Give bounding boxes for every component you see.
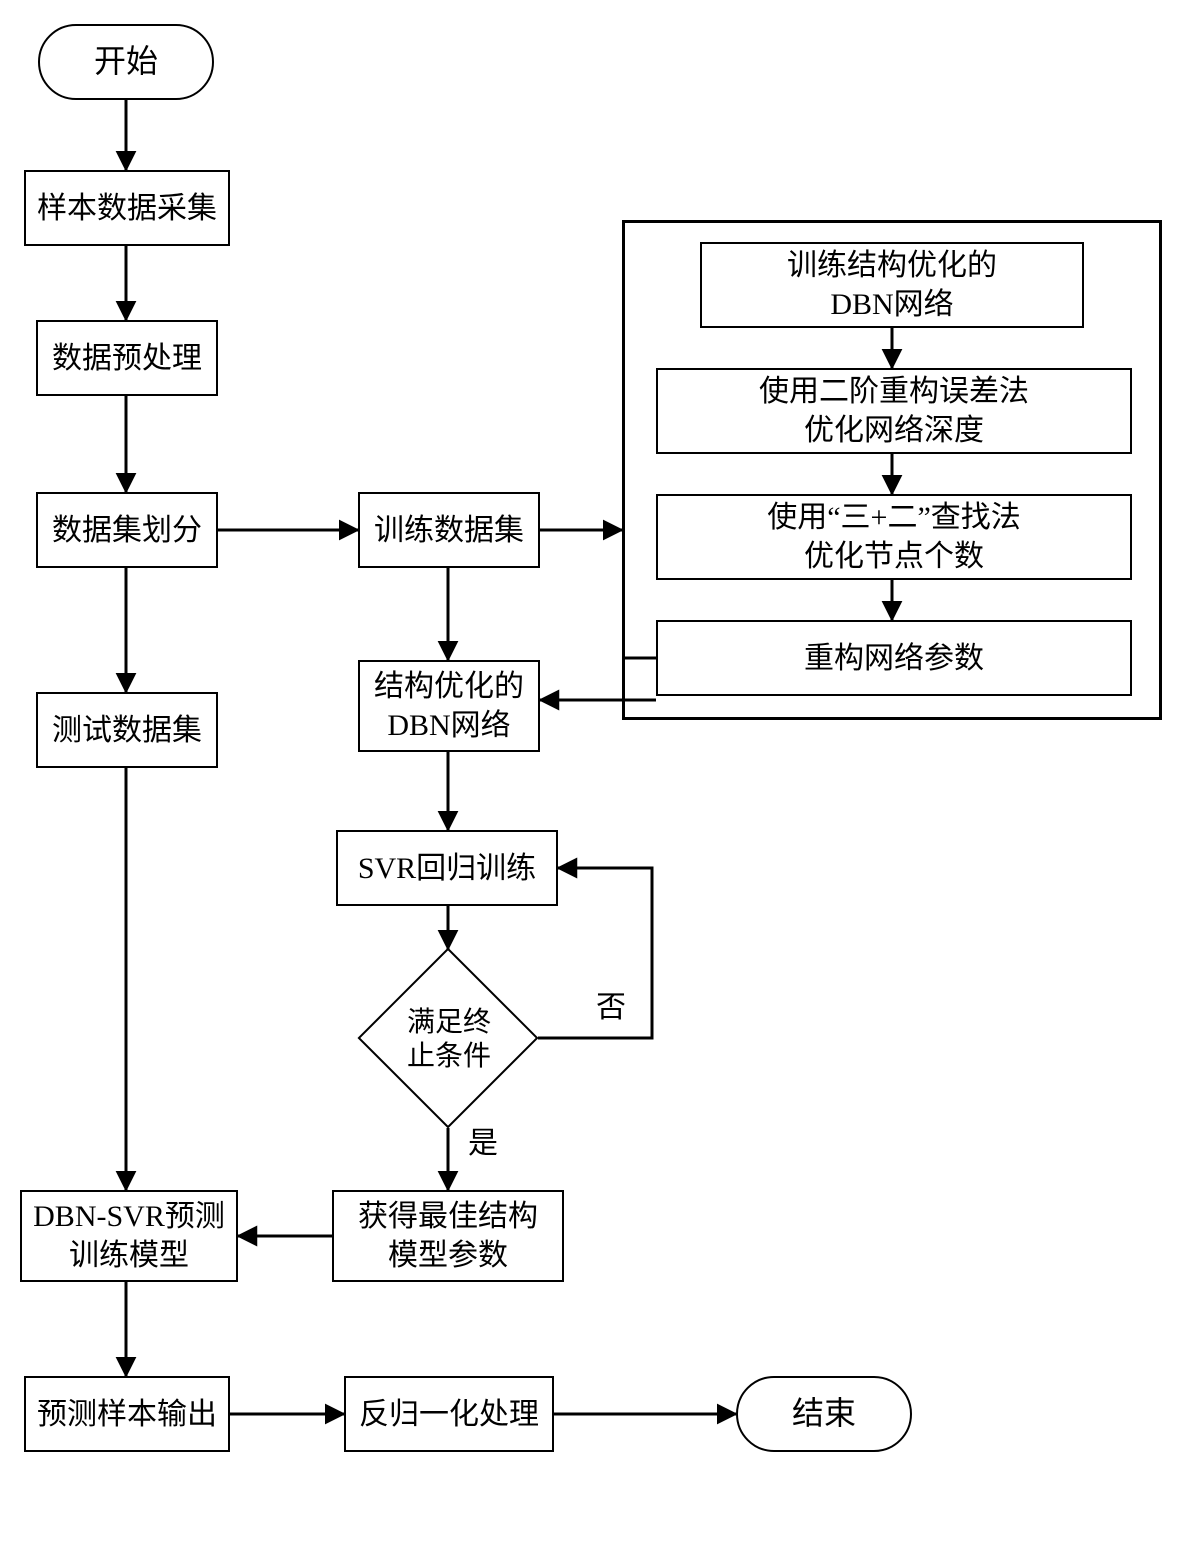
label: 获得最佳结构 模型参数 — [358, 1197, 538, 1275]
label: 否 — [596, 991, 626, 1024]
node-opt-dbn: 结构优化的 DBN网络 — [358, 660, 540, 752]
label: 样本数据采集 — [37, 189, 217, 228]
label: 训练结构优化的 DBN网络 — [787, 246, 997, 324]
label: 训练数据集 — [374, 511, 524, 550]
node-g-recon: 重构网络参数 — [656, 620, 1132, 696]
label: 重构网络参数 — [804, 639, 984, 678]
label: 开始 — [94, 41, 158, 83]
label: 使用“三+二”查找法 优化节点个数 — [767, 498, 1021, 576]
node-sample: 样本数据采集 — [24, 170, 230, 246]
label: 结束 — [792, 1393, 856, 1435]
label: 是 — [468, 1127, 498, 1160]
node-testset: 测试数据集 — [36, 692, 218, 768]
node-g-depth: 使用二阶重构误差法 优化网络深度 — [656, 368, 1132, 454]
node-g-train-dbn: 训练结构优化的 DBN网络 — [700, 242, 1084, 328]
node-preprocess: 数据预处理 — [36, 320, 218, 396]
node-train: 训练数据集 — [358, 492, 540, 568]
label: DBN-SVR预测 训练模型 — [33, 1197, 225, 1275]
label: 反归一化处理 — [359, 1395, 539, 1434]
node-svr: SVR回归训练 — [336, 830, 558, 906]
node-split: 数据集划分 — [36, 492, 218, 568]
node-start: 开始 — [38, 24, 214, 100]
label: 数据集划分 — [52, 511, 202, 550]
node-g-nodes: 使用“三+二”查找法 优化节点个数 — [656, 494, 1132, 580]
node-pred-out: 预测样本输出 — [24, 1376, 230, 1452]
label: 测试数据集 — [52, 711, 202, 750]
label: 数据预处理 — [52, 339, 202, 378]
label: 满足终 止条件 — [407, 1006, 491, 1073]
node-dbn-svr: DBN-SVR预测 训练模型 — [20, 1190, 238, 1282]
node-end: 结束 — [736, 1376, 912, 1452]
edge-label-no: 否 — [596, 982, 626, 1026]
label: 结构优化的 DBN网络 — [374, 667, 524, 745]
edge-label-yes: 是 — [468, 1118, 498, 1162]
label: 预测样本输出 — [37, 1395, 217, 1434]
node-best: 获得最佳结构 模型参数 — [332, 1190, 564, 1282]
label: 使用二阶重构误差法 优化网络深度 — [759, 372, 1029, 450]
label: SVR回归训练 — [358, 849, 536, 888]
node-cond-label: 满足终 止条件 — [358, 994, 540, 1086]
node-denorm: 反归一化处理 — [344, 1376, 554, 1452]
